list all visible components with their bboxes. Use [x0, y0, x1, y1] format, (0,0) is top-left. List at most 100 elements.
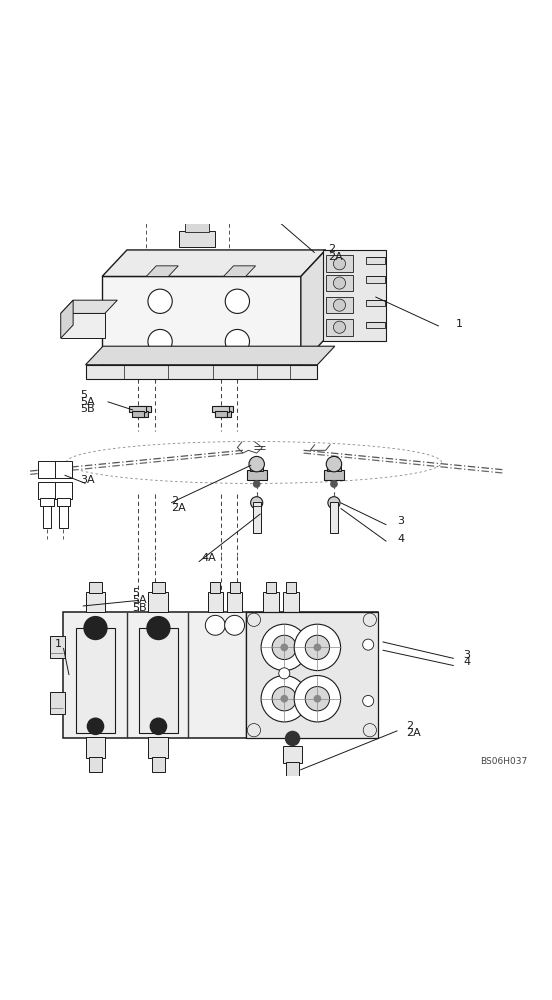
Bar	[208, 592, 223, 612]
Bar	[139, 628, 178, 733]
Bar	[366, 300, 385, 306]
Circle shape	[251, 497, 263, 509]
Text: 5A: 5A	[80, 397, 94, 407]
Circle shape	[333, 321, 346, 333]
Polygon shape	[146, 266, 178, 276]
Circle shape	[314, 695, 321, 703]
Text: 2A: 2A	[406, 728, 421, 738]
Bar	[43, 503, 51, 528]
Circle shape	[261, 615, 281, 635]
Bar	[266, 582, 276, 593]
Circle shape	[148, 329, 172, 354]
Circle shape	[314, 644, 321, 651]
Circle shape	[326, 456, 342, 472]
Bar	[227, 592, 242, 612]
Bar	[327, 464, 341, 471]
Text: 5B: 5B	[80, 404, 94, 414]
Circle shape	[83, 616, 108, 640]
Text: BS06H037: BS06H037	[480, 757, 528, 766]
Bar	[330, 502, 338, 533]
Bar	[55, 482, 72, 499]
Circle shape	[363, 695, 374, 706]
Bar	[140, 186, 153, 193]
Bar	[63, 612, 378, 738]
Circle shape	[272, 635, 296, 660]
Bar	[326, 255, 353, 272]
Bar	[38, 482, 56, 499]
Bar	[366, 257, 385, 264]
Text: 5: 5	[132, 588, 140, 598]
Bar	[217, 406, 233, 412]
Bar	[323, 250, 386, 341]
Text: 4: 4	[464, 657, 471, 667]
Bar	[55, 461, 72, 478]
Circle shape	[146, 616, 171, 640]
Bar	[286, 582, 296, 593]
Circle shape	[305, 635, 330, 660]
Circle shape	[205, 615, 225, 635]
Bar	[59, 503, 68, 528]
Bar	[326, 297, 353, 313]
Circle shape	[333, 277, 346, 289]
Text: 2: 2	[328, 244, 336, 254]
Circle shape	[279, 668, 290, 679]
Bar	[210, 582, 220, 593]
Bar	[38, 461, 56, 478]
Bar	[253, 502, 261, 533]
Circle shape	[363, 639, 374, 650]
Circle shape	[150, 717, 167, 735]
Polygon shape	[86, 346, 335, 365]
Bar	[136, 411, 148, 417]
Text: 2A: 2A	[171, 503, 186, 513]
Bar	[129, 406, 146, 412]
Circle shape	[281, 615, 301, 635]
Bar	[247, 470, 267, 480]
Bar	[324, 470, 344, 480]
Bar	[57, 498, 70, 506]
Bar	[179, 231, 215, 247]
Bar	[132, 411, 144, 417]
Text: 2: 2	[171, 496, 178, 506]
Text: 1: 1	[55, 639, 62, 649]
Bar	[219, 411, 231, 417]
Text: 4: 4	[397, 534, 405, 544]
Circle shape	[247, 613, 261, 626]
Bar	[185, 222, 209, 232]
Circle shape	[333, 258, 346, 270]
Circle shape	[294, 624, 341, 671]
Bar	[86, 592, 105, 612]
Circle shape	[247, 724, 261, 737]
Circle shape	[305, 687, 330, 711]
Bar	[263, 592, 279, 612]
Circle shape	[261, 676, 307, 722]
Bar	[76, 628, 115, 733]
Circle shape	[272, 687, 296, 711]
Bar	[215, 411, 227, 417]
Text: 2A: 2A	[328, 252, 343, 262]
Polygon shape	[61, 300, 117, 313]
Bar	[283, 592, 299, 612]
Text: 1: 1	[455, 319, 463, 329]
Text: 3A: 3A	[80, 475, 94, 485]
Circle shape	[220, 178, 238, 195]
Text: 3: 3	[464, 650, 471, 660]
Circle shape	[137, 178, 155, 195]
Bar	[134, 406, 151, 412]
Circle shape	[249, 456, 264, 472]
Bar	[152, 757, 165, 772]
Circle shape	[330, 480, 338, 488]
Circle shape	[363, 724, 376, 737]
Bar	[222, 186, 236, 193]
Bar	[283, 746, 302, 763]
Circle shape	[87, 717, 104, 735]
Text: 5: 5	[80, 390, 87, 400]
Bar	[366, 276, 385, 283]
Circle shape	[294, 676, 341, 722]
Bar	[286, 762, 299, 779]
Bar	[50, 692, 65, 714]
Bar	[86, 365, 317, 379]
Circle shape	[333, 299, 346, 311]
Bar	[89, 582, 102, 593]
Circle shape	[261, 624, 307, 671]
Bar	[219, 193, 239, 203]
